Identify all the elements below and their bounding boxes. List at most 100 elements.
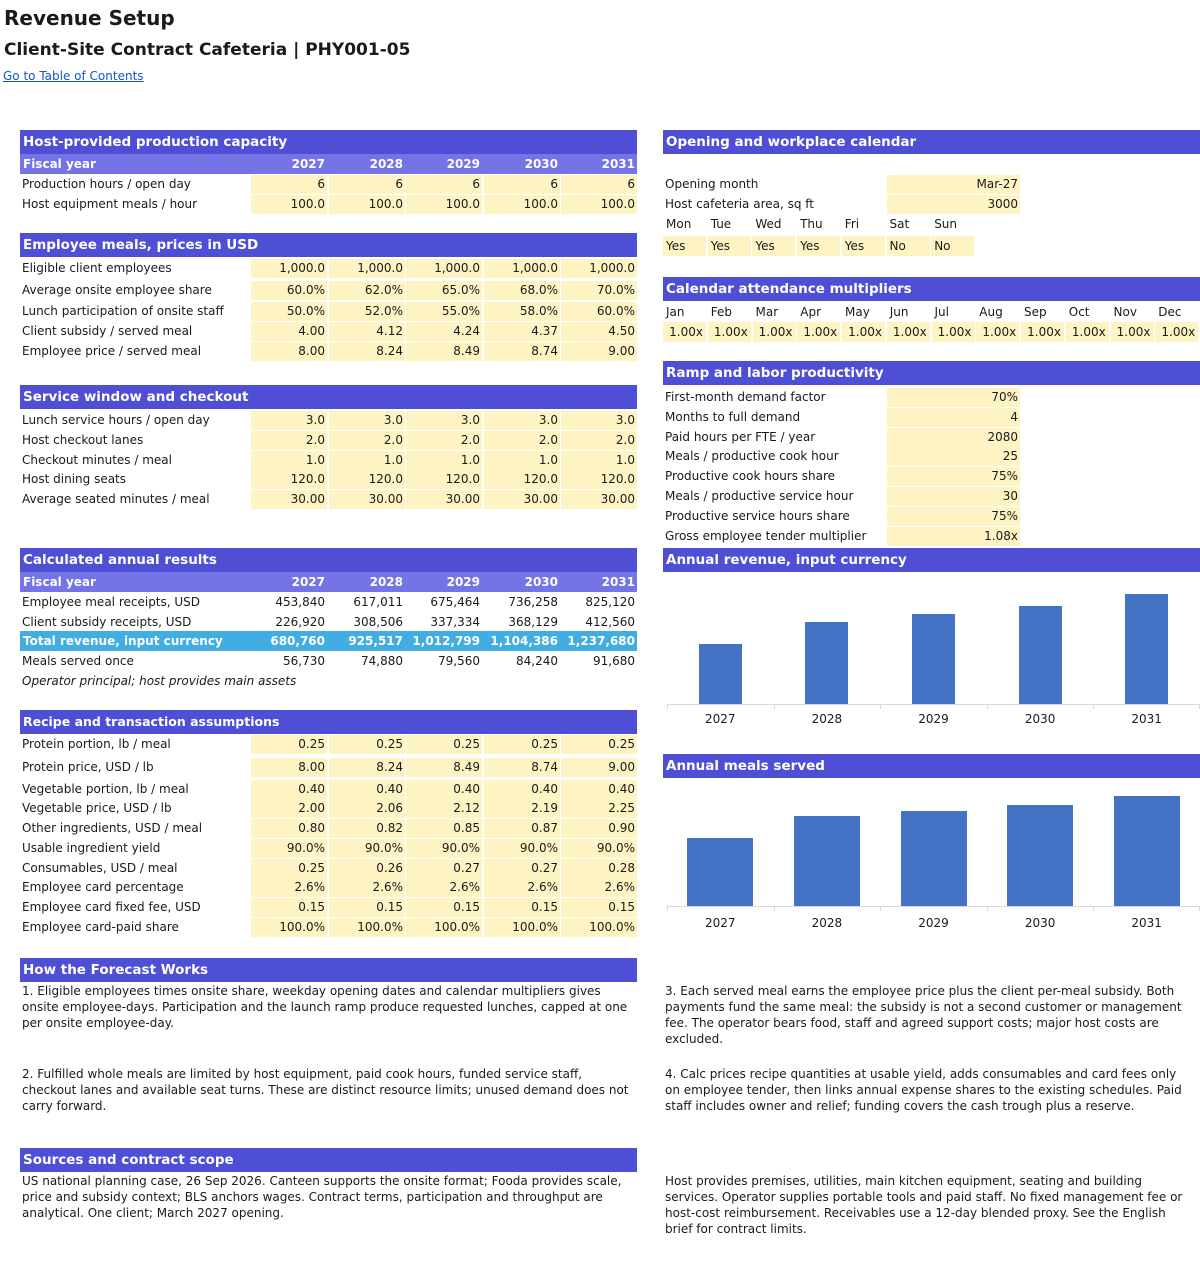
- weekday-open-cell[interactable]: Yes: [841, 236, 885, 256]
- recipe-cell[interactable]: 0.25: [406, 735, 482, 754]
- service-cell[interactable]: 30.00: [561, 490, 637, 510]
- recipe-cell[interactable]: 0.27: [406, 859, 482, 878]
- meals-cell[interactable]: 62.0%: [329, 281, 405, 300]
- recipe-cell[interactable]: 0.25: [251, 859, 327, 878]
- service-cell[interactable]: 1.0: [406, 450, 482, 470]
- meals-cell[interactable]: 8.00: [251, 342, 327, 361]
- recipe-cell[interactable]: 0.40: [406, 780, 482, 799]
- service-cell[interactable]: 1.0: [561, 450, 637, 470]
- service-cell[interactable]: 2.0: [484, 430, 560, 450]
- recipe-cell[interactable]: 2.6%: [561, 878, 637, 897]
- meals-cell[interactable]: 9.00: [561, 342, 637, 361]
- weekday-open-cell[interactable]: No: [931, 236, 975, 256]
- capacity-cell[interactable]: 100.0: [251, 195, 327, 214]
- service-cell[interactable]: 1.0: [251, 450, 327, 470]
- month-multiplier-cell[interactable]: 1.00x: [1110, 322, 1154, 342]
- recipe-cell[interactable]: 0.15: [251, 898, 327, 917]
- recipe-cell[interactable]: 8.49: [406, 758, 482, 777]
- capacity-cell[interactable]: 6: [406, 175, 482, 194]
- meals-cell[interactable]: 60.0%: [561, 302, 637, 321]
- ramp-cell[interactable]: 75%: [887, 506, 1020, 526]
- service-cell[interactable]: 3.0: [561, 411, 637, 430]
- weekday-open-cell[interactable]: Yes: [663, 236, 706, 256]
- service-cell[interactable]: 3.0: [406, 411, 482, 430]
- opening-month-value[interactable]: Mar-27: [887, 175, 1020, 194]
- weekday-open-cell[interactable]: Yes: [707, 236, 751, 256]
- recipe-cell[interactable]: 100.0%: [329, 918, 405, 937]
- ramp-cell[interactable]: 75%: [887, 467, 1020, 487]
- meals-cell[interactable]: 58.0%: [484, 302, 560, 321]
- recipe-cell[interactable]: 2.12: [406, 799, 482, 818]
- ramp-cell[interactable]: 25: [887, 447, 1020, 467]
- ramp-cell[interactable]: 1.08x: [887, 526, 1020, 546]
- recipe-cell[interactable]: 8.74: [484, 758, 560, 777]
- recipe-cell[interactable]: 0.90: [561, 819, 637, 838]
- month-multiplier-cell[interactable]: 1.00x: [663, 322, 706, 342]
- meals-cell[interactable]: 65.0%: [406, 281, 482, 300]
- recipe-cell[interactable]: 100.0%: [561, 918, 637, 937]
- meals-cell[interactable]: 1,000.0: [561, 259, 637, 278]
- recipe-cell[interactable]: 100.0%: [251, 918, 327, 937]
- recipe-cell[interactable]: 0.27: [484, 859, 560, 878]
- capacity-cell[interactable]: 100.0: [329, 195, 405, 214]
- recipe-cell[interactable]: 8.00: [251, 758, 327, 777]
- recipe-cell[interactable]: 0.25: [561, 735, 637, 754]
- recipe-cell[interactable]: 2.25: [561, 799, 637, 818]
- recipe-cell[interactable]: 0.40: [329, 780, 405, 799]
- meals-cell[interactable]: 70.0%: [561, 281, 637, 300]
- recipe-cell[interactable]: 0.25: [484, 735, 560, 754]
- meals-cell[interactable]: 8.49: [406, 342, 482, 361]
- recipe-cell[interactable]: 2.6%: [406, 878, 482, 897]
- service-cell[interactable]: 120.0: [561, 470, 637, 490]
- month-multiplier-cell[interactable]: 1.00x: [886, 322, 930, 342]
- service-cell[interactable]: 120.0: [406, 470, 482, 490]
- month-multiplier-cell[interactable]: 1.00x: [842, 322, 885, 342]
- service-cell[interactable]: 30.00: [484, 490, 560, 510]
- cafeteria-area-value[interactable]: 3000: [887, 195, 1020, 214]
- service-cell[interactable]: 1.0: [484, 450, 560, 470]
- recipe-cell[interactable]: 0.82: [329, 819, 405, 838]
- meals-cell[interactable]: 8.74: [484, 342, 560, 361]
- recipe-cell[interactable]: 0.87: [484, 819, 560, 838]
- recipe-cell[interactable]: 0.15: [406, 898, 482, 917]
- recipe-cell[interactable]: 0.25: [329, 735, 405, 754]
- weekday-open-cell[interactable]: No: [886, 236, 930, 256]
- service-cell[interactable]: 3.0: [484, 411, 560, 430]
- meals-cell[interactable]: 1,000.0: [406, 259, 482, 278]
- recipe-cell[interactable]: 0.15: [329, 898, 405, 917]
- recipe-cell[interactable]: 2.19: [484, 799, 560, 818]
- weekday-open-cell[interactable]: Yes: [752, 236, 796, 256]
- recipe-cell[interactable]: 9.00: [561, 758, 637, 777]
- recipe-cell[interactable]: 100.0%: [484, 918, 560, 937]
- recipe-cell[interactable]: 0.15: [484, 898, 560, 917]
- service-cell[interactable]: 2.0: [329, 430, 405, 450]
- capacity-cell[interactable]: 6: [329, 175, 405, 194]
- toc-link[interactable]: Go to Table of Contents: [3, 69, 144, 83]
- recipe-cell[interactable]: 0.40: [561, 780, 637, 799]
- capacity-cell[interactable]: 100.0: [406, 195, 482, 214]
- capacity-cell[interactable]: 100.0: [484, 195, 560, 214]
- meals-cell[interactable]: 4.12: [329, 322, 405, 341]
- service-cell[interactable]: 30.00: [329, 490, 405, 510]
- service-cell[interactable]: 1.0: [329, 450, 405, 470]
- recipe-cell[interactable]: 0.26: [329, 859, 405, 878]
- recipe-cell[interactable]: 0.40: [484, 780, 560, 799]
- month-multiplier-cell[interactable]: 1.00x: [752, 322, 796, 342]
- meals-cell[interactable]: 52.0%: [329, 302, 405, 321]
- meals-cell[interactable]: 1,000.0: [329, 259, 405, 278]
- service-cell[interactable]: 2.0: [561, 430, 637, 450]
- capacity-cell[interactable]: 6: [484, 175, 560, 194]
- capacity-cell[interactable]: 100.0: [561, 195, 637, 214]
- recipe-cell[interactable]: 90.0%: [251, 839, 327, 858]
- recipe-cell[interactable]: 0.28: [561, 859, 637, 878]
- recipe-cell[interactable]: 2.6%: [484, 878, 560, 897]
- recipe-cell[interactable]: 90.0%: [329, 839, 405, 858]
- recipe-cell[interactable]: 0.85: [406, 819, 482, 838]
- meals-cell[interactable]: 1,000.0: [251, 259, 327, 278]
- month-multiplier-cell[interactable]: 1.00x: [1155, 322, 1199, 342]
- recipe-cell[interactable]: 0.80: [251, 819, 327, 838]
- service-cell[interactable]: 120.0: [329, 470, 405, 490]
- meals-cell[interactable]: 1,000.0: [484, 259, 560, 278]
- meals-cell[interactable]: 4.24: [406, 322, 482, 341]
- recipe-cell[interactable]: 2.6%: [329, 878, 405, 897]
